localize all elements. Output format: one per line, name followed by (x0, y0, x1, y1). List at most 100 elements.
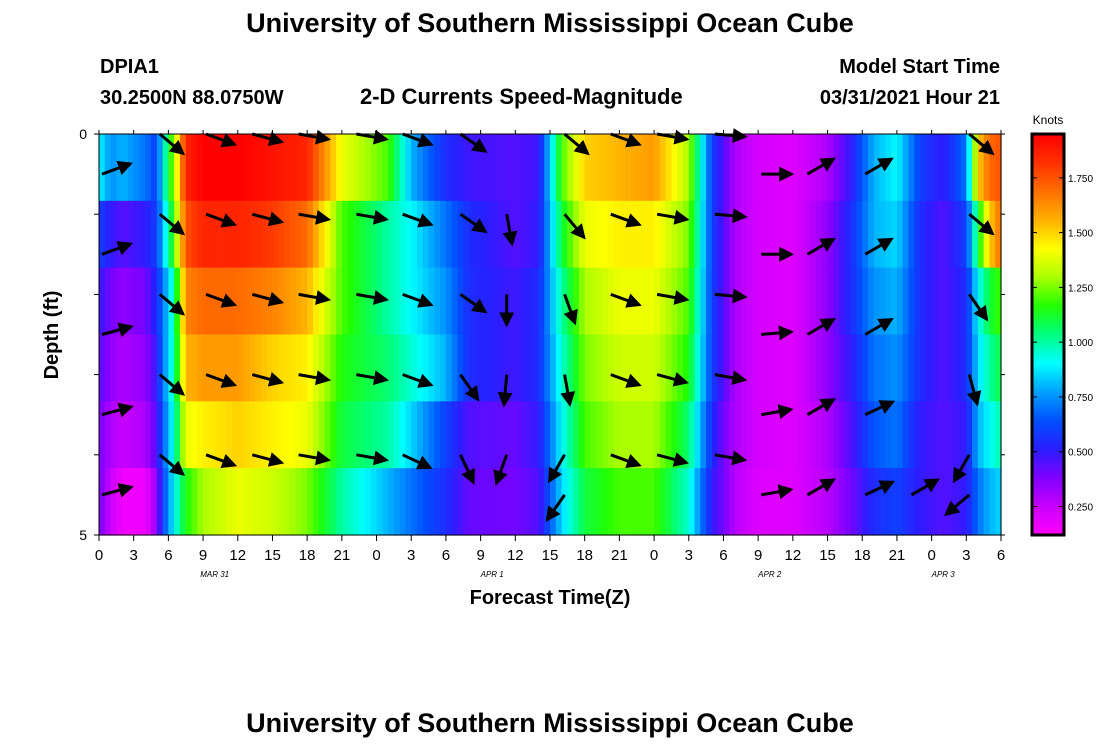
heatmap-cell (781, 200, 788, 269)
heatmap-cell (711, 267, 719, 336)
heatmap-cell (440, 334, 447, 402)
heatmap-cell (787, 468, 794, 536)
current-arrow (864, 157, 894, 176)
heatmap-cell (972, 134, 979, 202)
heatmap-cell (422, 468, 430, 536)
heatmap-cell (989, 267, 996, 336)
heatmap-cell (249, 468, 256, 536)
heatmap-cell (682, 468, 690, 536)
heatmap-cell (821, 200, 829, 269)
heatmap-cell (272, 334, 279, 402)
heatmap-cell (902, 468, 910, 536)
heatmap-cell (249, 401, 256, 469)
heatmap-cell (954, 134, 962, 202)
current-arrow (563, 293, 578, 326)
heatmap-cell (463, 468, 470, 536)
heatmap-cell (908, 401, 915, 469)
heatmap-cell (526, 267, 534, 336)
heatmap-cell (810, 468, 817, 536)
heatmap-cell (729, 334, 736, 402)
heatmap-cell (648, 468, 655, 536)
heatmap-cell (868, 334, 875, 402)
heatmap-cell (758, 267, 765, 336)
heatmap-cell (203, 468, 210, 536)
heatmap-cell (677, 468, 684, 536)
heatmap-cell (307, 401, 314, 469)
current-arrow (356, 290, 389, 305)
heatmap-cell (405, 267, 412, 336)
heatmap-cell (538, 200, 545, 269)
heatmap-cell (573, 267, 580, 336)
heatmap-cell (457, 468, 464, 536)
heatmap-cell (654, 334, 661, 402)
heatmap-cell (659, 134, 667, 202)
heatmap-cell (151, 267, 158, 336)
heatmap-cell (272, 401, 279, 469)
heatmap-cell (249, 334, 256, 402)
x-tick-label: 21 (889, 547, 906, 564)
heatmap-cell (862, 200, 869, 269)
heatmap-cell (931, 468, 938, 536)
heatmap-cell (688, 468, 696, 536)
heatmap-cell (815, 401, 823, 469)
heatmap-cell (318, 468, 326, 536)
heatmap-cell (844, 267, 852, 336)
heatmap-cell (954, 334, 962, 402)
heatmap-cell (873, 200, 881, 269)
heatmap-cell (550, 200, 557, 269)
heatmap-cell (417, 200, 424, 269)
heatmap-cell (312, 334, 320, 402)
heatmap-cell (417, 401, 424, 469)
heatmap-cell (873, 468, 881, 536)
current-arrow (714, 370, 748, 386)
heatmap-cell (613, 134, 620, 202)
heatmap-cell (896, 401, 904, 469)
heatmap-cell (301, 200, 308, 269)
heatmap-cell (341, 401, 349, 469)
heatmap-cell (706, 267, 713, 336)
heatmap-cell (758, 134, 765, 202)
heatmap-cell (486, 334, 493, 402)
heatmap-cell (555, 200, 563, 269)
heatmap-cell (636, 401, 644, 469)
heatmap-cell (914, 468, 921, 536)
heatmap-cell (885, 267, 892, 336)
heatmap-cell (775, 401, 782, 469)
heatmap-cell (943, 200, 950, 269)
heatmap-cell (642, 267, 649, 336)
heatmap-cell (908, 267, 915, 336)
heatmap-cell (879, 267, 886, 336)
heatmap-cell (156, 200, 164, 269)
heatmap-cell (399, 468, 407, 536)
current-arrow (760, 484, 794, 500)
heatmap-cell (567, 334, 574, 402)
heatmap-cell (839, 200, 846, 269)
heatmap-cell (688, 334, 696, 402)
heatmap-cell (122, 401, 129, 469)
heatmap-cell (445, 267, 453, 336)
heatmap-cell (162, 134, 169, 202)
heatmap-cell (231, 267, 239, 336)
x-tick-label: 6 (719, 547, 727, 564)
heatmap-cell (602, 267, 609, 336)
heatmap-cell (839, 401, 846, 469)
heatmap-cell (740, 267, 748, 336)
heatmap-cell (116, 468, 123, 536)
heatmap-cell (521, 200, 528, 269)
heatmap-cell (428, 401, 435, 469)
heatmap-cell (706, 334, 713, 402)
current-arrow (205, 292, 238, 308)
heatmap-cell (341, 134, 349, 202)
x-tick-label: 18 (576, 547, 593, 564)
heatmap-cell (960, 401, 967, 469)
heatmap-cell (156, 334, 164, 402)
heatmap-cell (203, 334, 210, 402)
heatmap-cell (492, 200, 499, 269)
x-tick-label: 0 (927, 547, 935, 564)
heatmap-cell (746, 401, 753, 469)
heatmap-cell (960, 267, 967, 336)
heatmap-cell (619, 200, 626, 269)
heatmap-cell (347, 200, 355, 269)
heatmap-cell (272, 468, 279, 536)
heatmap-cell (596, 134, 603, 202)
